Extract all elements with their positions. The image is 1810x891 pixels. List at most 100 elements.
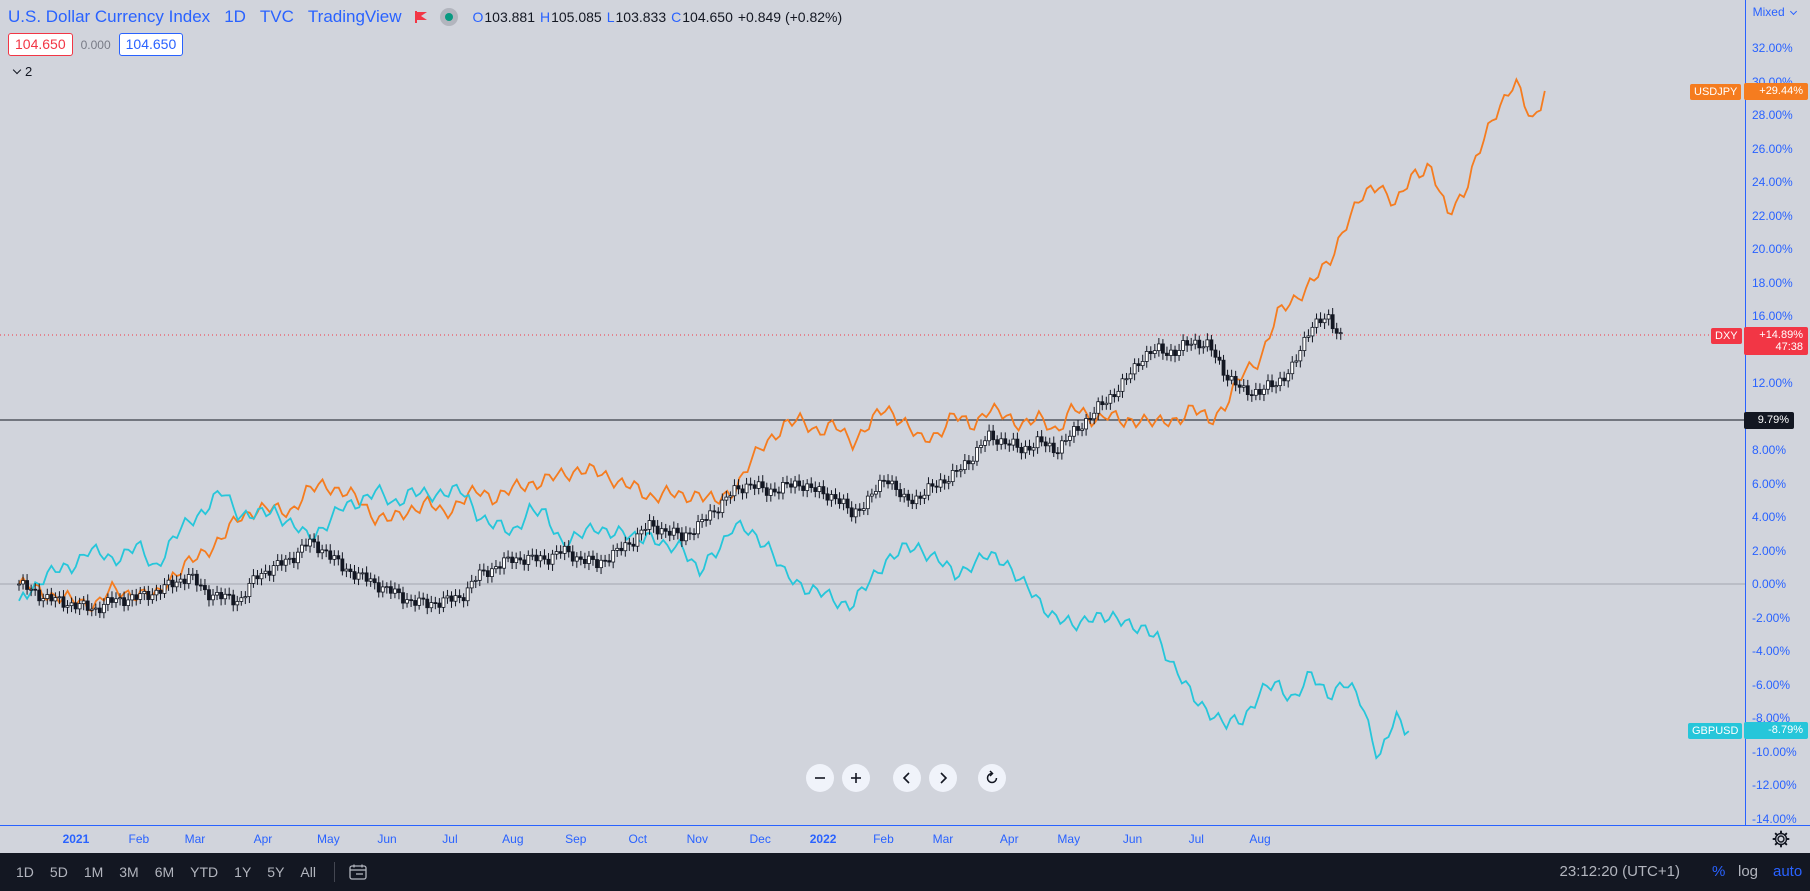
range-button-all[interactable]: All xyxy=(300,864,316,880)
candle-body xyxy=(983,440,987,446)
candle-body xyxy=(679,532,684,542)
x-tick-label: Feb xyxy=(873,832,894,846)
candle-body xyxy=(25,580,29,590)
chevron-down-icon xyxy=(1789,7,1798,16)
candle-body xyxy=(975,447,979,462)
candle-body xyxy=(663,528,668,532)
close-value: C104.650 xyxy=(671,9,733,25)
candle-body xyxy=(1088,418,1093,420)
x-tick-label: 2022 xyxy=(809,832,837,846)
log-scale-toggle[interactable]: log xyxy=(1738,863,1759,880)
candle-body xyxy=(1270,380,1274,388)
candle-body xyxy=(712,510,717,513)
zoom-out-button[interactable] xyxy=(806,764,834,792)
scroll-right-button[interactable] xyxy=(929,764,957,792)
candle-body xyxy=(611,549,616,563)
candle-body xyxy=(1326,314,1331,320)
calendar-goto-icon[interactable] xyxy=(349,864,367,880)
range-button-5y[interactable]: 5Y xyxy=(267,864,285,880)
scroll-left-button[interactable] xyxy=(893,764,921,792)
candle-body xyxy=(1278,377,1283,387)
chart-canvas[interactable] xyxy=(0,0,1810,853)
market-status-icon[interactable] xyxy=(440,8,459,26)
candle-body xyxy=(938,479,943,488)
candle-body xyxy=(1205,339,1210,348)
candle-body xyxy=(178,578,183,583)
legend-count: 2 xyxy=(25,64,33,79)
candle-body xyxy=(477,569,482,581)
candle-body xyxy=(1072,426,1076,437)
y-tick-label: -2.00% xyxy=(1752,610,1791,625)
candle-body xyxy=(639,529,644,535)
candle-body xyxy=(138,593,143,600)
range-button-5d[interactable]: 5D xyxy=(49,864,68,880)
range-button-ytd[interactable]: YTD xyxy=(190,864,219,880)
candle-body xyxy=(910,499,915,505)
source-label[interactable]: TradingView xyxy=(307,7,402,26)
candle-body xyxy=(198,584,203,587)
candle-body xyxy=(777,491,781,494)
candle-body xyxy=(744,483,749,494)
candle-body xyxy=(809,483,814,489)
candle-body xyxy=(473,579,478,582)
candle-body xyxy=(101,603,106,614)
gbpusd-series-line[interactable] xyxy=(18,483,1410,760)
candle-body xyxy=(1112,394,1117,398)
candle-body xyxy=(566,545,571,553)
interval-label[interactable]: 1D xyxy=(224,7,246,26)
x-tick-label: Sep xyxy=(565,832,587,846)
exchange-label[interactable]: TVC xyxy=(259,7,294,26)
percent-scale-toggle[interactable]: % xyxy=(1712,863,1726,880)
sell-price-button[interactable]: 104.650 xyxy=(8,33,73,56)
low-value: L103.833 xyxy=(606,9,667,25)
candle-body xyxy=(421,597,426,600)
candle-body xyxy=(425,598,430,609)
axis-mode-dropdown[interactable]: Mixed xyxy=(1753,5,1798,19)
y-tick-label: -14.00% xyxy=(1752,811,1797,826)
spread-value: 0.000 xyxy=(80,37,111,52)
candle-body xyxy=(659,528,664,535)
candle-body xyxy=(437,602,442,608)
auto-scale-toggle[interactable]: auto xyxy=(1773,863,1803,880)
candle-body xyxy=(1003,438,1008,445)
candle-body xyxy=(158,589,163,594)
range-button-1m[interactable]: 1M xyxy=(83,864,104,880)
candle-body xyxy=(736,485,741,490)
candle-body xyxy=(304,544,308,547)
range-button-3m[interactable]: 3M xyxy=(119,864,139,880)
candle-body xyxy=(817,486,822,492)
candle-body xyxy=(1253,389,1258,396)
clock-timezone[interactable]: 23:12:20 (UTC+1) xyxy=(1559,863,1680,880)
candle-body xyxy=(461,597,466,602)
range-button-1d[interactable]: 1D xyxy=(16,864,34,880)
reset-chart-button[interactable] xyxy=(978,764,1006,792)
y-tick-label: 20.00% xyxy=(1752,242,1793,256)
candle-body xyxy=(69,602,74,607)
candle-body xyxy=(962,460,967,471)
candle-body xyxy=(599,559,603,569)
candle-body xyxy=(764,487,769,496)
candle-body xyxy=(372,578,377,584)
candle-body xyxy=(170,579,175,588)
candle-body xyxy=(97,607,102,614)
symbol-title[interactable]: U.S. Dollar Currency Index xyxy=(8,7,211,26)
candle-body xyxy=(833,494,838,500)
candle-body xyxy=(316,541,321,554)
candle-body xyxy=(631,543,636,547)
legend-collapse-toggle[interactable]: 2 xyxy=(12,64,33,79)
candle-body xyxy=(118,597,122,600)
candle-body xyxy=(1318,318,1323,324)
range-button-1y[interactable]: 1Y xyxy=(234,864,252,880)
candle-body xyxy=(494,566,498,570)
candle-body xyxy=(368,578,373,582)
candle-body xyxy=(781,482,785,494)
gear-icon[interactable] xyxy=(1772,830,1790,848)
dxy-candle-series[interactable] xyxy=(17,308,1343,619)
flag-icon[interactable] xyxy=(415,11,428,23)
buy-price-button[interactable]: 104.650 xyxy=(118,33,184,56)
zoom-in-button[interactable] xyxy=(842,764,870,792)
range-button-6m[interactable]: 6M xyxy=(154,864,175,880)
candle-body xyxy=(647,520,652,530)
candle-body xyxy=(1241,385,1246,388)
candle-body xyxy=(110,597,114,603)
